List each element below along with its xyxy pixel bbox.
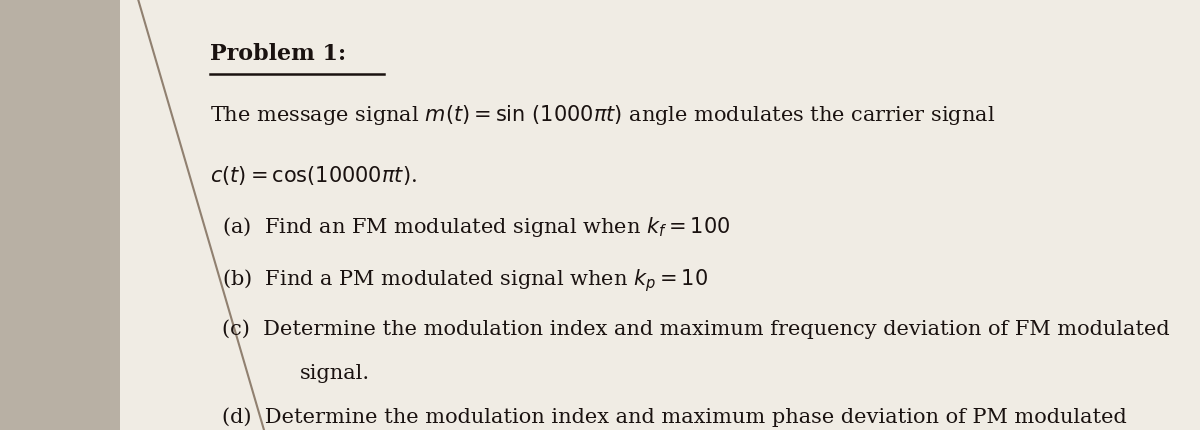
Text: $c(t) = \cos(10000\pi t)$.: $c(t) = \cos(10000\pi t)$. [210, 163, 416, 186]
Text: (a)  Find an FM modulated signal when $k_f = 100$: (a) Find an FM modulated signal when $k_… [222, 215, 731, 239]
Text: (c)  Determine the modulation index and maximum frequency deviation of FM modula: (c) Determine the modulation index and m… [222, 318, 1170, 338]
Text: (d)  Determine the modulation index and maximum phase deviation of PM modulated: (d) Determine the modulation index and m… [222, 406, 1127, 426]
Text: Problem 1:: Problem 1: [210, 43, 346, 65]
Text: The message signal $m(t) = \sin\,(1000\pi t)$ angle modulates the carrier signal: The message signal $m(t) = \sin\,(1000\p… [210, 103, 995, 127]
Text: signal.: signal. [300, 363, 370, 382]
Text: (b)  Find a PM modulated signal when $k_p = 10$: (b) Find a PM modulated signal when $k_p… [222, 267, 708, 293]
